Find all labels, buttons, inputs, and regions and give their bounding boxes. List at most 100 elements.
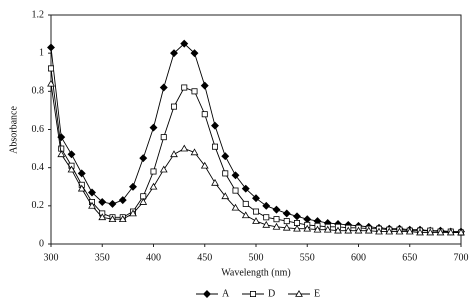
legend-marker <box>203 290 211 298</box>
data-point <box>293 212 301 221</box>
data-point <box>221 152 230 161</box>
x-axis-title: Wavelength (nm) <box>221 267 290 278</box>
legend-marker <box>295 289 303 297</box>
data-point <box>139 154 148 163</box>
data-point <box>170 103 177 110</box>
data-point <box>98 213 107 221</box>
legend-label: A <box>222 288 230 299</box>
legend-marker <box>249 290 256 297</box>
data-point <box>47 79 55 87</box>
data-point <box>108 199 117 208</box>
x-tick-label: 500 <box>249 252 264 263</box>
data-point <box>263 214 270 221</box>
data-point <box>426 228 435 236</box>
data-point <box>191 88 198 95</box>
data-point <box>118 196 127 205</box>
data-point <box>181 84 188 91</box>
legend-label: D <box>268 288 275 299</box>
data-point <box>283 218 290 225</box>
y-tick-label: 1.2 <box>32 9 45 20</box>
data-point <box>231 203 240 211</box>
data-point <box>282 223 291 231</box>
data-point <box>129 182 137 191</box>
data-point <box>252 194 260 203</box>
x-tick-label: 600 <box>351 252 366 263</box>
y-tick-label: 0 <box>39 238 44 249</box>
data-point <box>252 217 260 224</box>
data-point <box>293 224 301 232</box>
data-point <box>77 169 86 178</box>
data-point <box>67 165 76 173</box>
data-point <box>211 121 219 130</box>
data-point <box>344 226 353 234</box>
data-point <box>252 208 259 215</box>
data-point <box>222 170 229 177</box>
data-point <box>436 228 445 236</box>
data-point <box>354 226 363 234</box>
data-point <box>150 168 157 175</box>
data-point <box>88 188 96 197</box>
data-point <box>231 171 240 180</box>
data-point <box>221 192 230 200</box>
data-point <box>57 150 66 158</box>
x-tick-label: 700 <box>454 252 469 263</box>
data-point <box>190 49 199 58</box>
series-line <box>50 68 462 233</box>
data-point <box>201 111 208 118</box>
data-point <box>47 43 55 52</box>
data-point <box>334 226 342 234</box>
data-point <box>241 211 250 219</box>
y-tick-label: 0.4 <box>32 162 45 173</box>
data-point <box>160 134 167 141</box>
data-point <box>262 220 271 228</box>
data-point <box>149 182 158 190</box>
data-point <box>190 148 199 156</box>
data-point <box>108 215 117 222</box>
data-point <box>180 144 189 152</box>
y-tick-label: 0.2 <box>32 200 45 211</box>
data-point <box>241 184 250 193</box>
data-point <box>416 228 424 236</box>
data-point <box>118 215 127 222</box>
data-point <box>323 225 332 233</box>
data-point <box>375 227 383 235</box>
data-point <box>98 198 107 206</box>
data-point <box>282 209 291 218</box>
data-point <box>272 205 281 214</box>
data-point <box>405 227 414 235</box>
data-point <box>364 226 373 234</box>
data-point <box>457 228 465 236</box>
x-tick-label: 450 <box>197 252 212 263</box>
y-tick-label: 0.8 <box>32 86 45 97</box>
data-point <box>232 187 239 194</box>
x-tick-label: 300 <box>44 252 59 263</box>
data-point <box>446 228 455 236</box>
data-point <box>385 227 394 235</box>
data-point <box>67 150 76 159</box>
data-point <box>200 161 209 169</box>
data-point <box>242 200 249 207</box>
data-point <box>159 83 168 92</box>
data-point <box>180 39 189 48</box>
x-tick-label: 550 <box>300 252 315 263</box>
data-point <box>170 49 178 58</box>
data-point <box>149 123 158 132</box>
x-tick-label: 650 <box>402 252 417 263</box>
data-point <box>200 81 209 90</box>
data-point <box>313 225 322 233</box>
data-point <box>88 201 96 209</box>
data-point <box>159 165 168 173</box>
data-point <box>139 198 148 205</box>
y-tick-label: 0.6 <box>32 124 45 135</box>
x-tick-label: 400 <box>146 252 161 263</box>
data-point <box>211 143 218 150</box>
data-point <box>129 209 137 217</box>
x-tick-label: 350 <box>95 252 110 263</box>
data-point <box>272 222 281 230</box>
legend-label: E <box>314 288 320 299</box>
data-point <box>395 227 404 235</box>
data-point <box>273 216 280 223</box>
data-point <box>211 178 219 186</box>
y-tick-label: 1 <box>39 47 44 58</box>
